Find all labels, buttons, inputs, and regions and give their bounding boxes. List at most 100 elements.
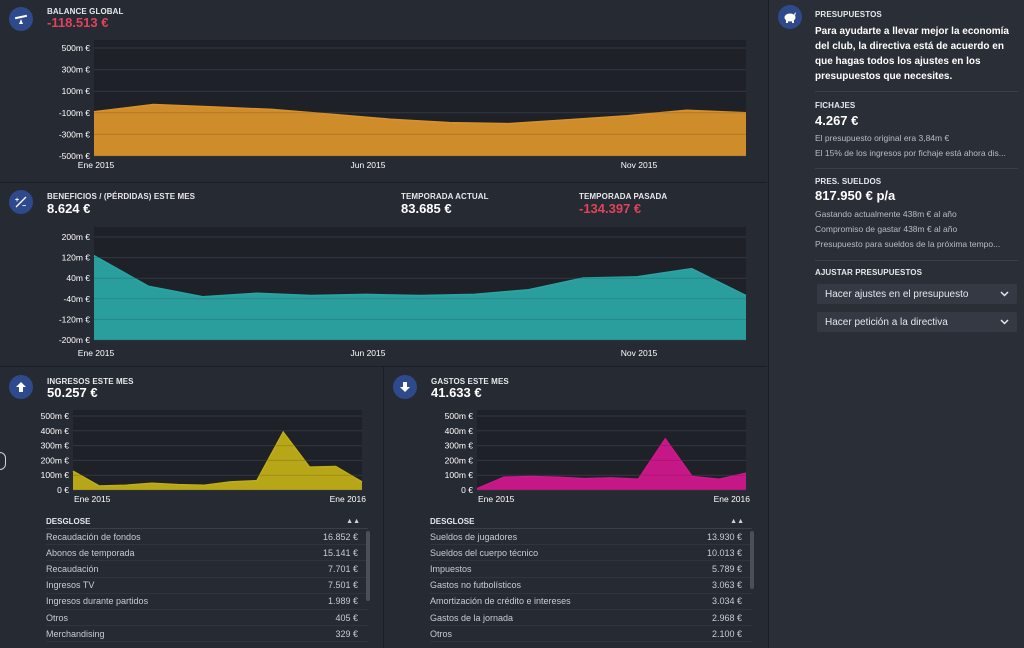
breakdown-row[interactable]: Gastos no futbolísticos 3.063 € [430, 578, 752, 594]
breakdown-row-label: Merchandising [46, 628, 105, 639]
income-breakdown-header: DESGLOSE [46, 517, 91, 526]
profits-chart: 200m € 120m € 40m € -40m € -120m € -200m € Ene… [59, 227, 747, 358]
breakdown-row[interactable]: Ingresos durante partidos 1.989 € [46, 594, 368, 610]
y-tick-label: -100m € [59, 108, 90, 118]
breakdown-row-value: 10.013 € [706, 547, 742, 558]
income-scrollbar[interactable] [366, 531, 370, 601]
x-tick-label: Jun 2015 [351, 160, 386, 170]
breakdown-row[interactable]: Gastos de la jornada 2.968 € [430, 610, 752, 627]
x-tick-label: Ene 2016 [330, 494, 367, 504]
breakdown-row[interactable]: Recaudación 7.701 € [46, 561, 368, 578]
breakdown-row-value: 16.852 € [322, 531, 358, 542]
season-label: TEMPORADA ACTUAL [401, 192, 489, 201]
breakdown-row-value: 329 € [335, 628, 358, 639]
sort-icon[interactable]: ▲▲ [730, 518, 744, 525]
budgets-sidebar: PRESUPUESTOS Para ayudarte a llevar mejo… [768, 0, 1024, 648]
y-tick-label: -500m € [59, 151, 90, 161]
breakdown-row-value: 13.930 € [706, 531, 742, 542]
y-tick-label: 500m € [445, 411, 474, 421]
chevron-down-icon [1000, 319, 1009, 325]
y-tick-label: 40m € [66, 273, 90, 283]
breakdown-row-value: 3.063 € [711, 580, 742, 591]
profits-title: BENEFICIOS / (PÉRDIDAS) ESTE MES [47, 192, 196, 201]
breakdown-row-label: Ingresos durante partidos [46, 596, 149, 607]
breakdown-row[interactable]: Otros 2.100 € [430, 626, 752, 643]
breakdown-row[interactable]: Recaudación de fondos 16.852 € [46, 529, 368, 546]
breakdown-row-label: Ingresos TV [46, 580, 95, 591]
series-line [93, 255, 747, 298]
y-tick-label: 400m € [41, 426, 70, 436]
transfers-label: FICHAJES [815, 101, 856, 110]
breakdown-row[interactable]: Ingresos TV 7.501 € [46, 578, 368, 594]
y-tick-label: 200m € [41, 455, 70, 465]
y-tick-label: 100m € [41, 470, 70, 480]
last-season-value: -134.397 € [579, 201, 642, 216]
breakdown-row-label: Sueldos de jugadores [430, 531, 518, 542]
breakdown-row-value: 2.968 € [711, 612, 742, 623]
x-tick-label: Nov 2015 [621, 348, 658, 358]
wages-value: 817.950 € p/a [815, 188, 896, 203]
y-tick-label: 500m € [41, 411, 70, 421]
breakdown-row[interactable]: Merchandising 329 € [46, 626, 368, 643]
income-value: 50.257 € [47, 385, 98, 400]
collapse-handle[interactable] [0, 452, 6, 470]
breakdown-row-label: Recaudación de fondos [46, 531, 141, 542]
svg-text:+: + [15, 197, 19, 204]
board-request-dropdown[interactable]: Hacer petición a la directiva [817, 312, 1017, 332]
y-tick-label: 500m € [62, 43, 91, 53]
season-value: 83.685 € [401, 201, 452, 216]
breakdown-row-label: Otros [430, 628, 453, 639]
wages-note-next-season: Presupuesto para sueldos de la próxima t… [815, 239, 1001, 249]
profits-value: 8.624 € [47, 201, 91, 216]
expenses-chart: 500m € 400m € 300m € 200m € 100m € 0 € Ene 201… [445, 410, 751, 504]
wages-note-commitment: Compromiso de gastar 438m € al año [815, 224, 958, 234]
x-tick-label: Ene 2015 [78, 348, 115, 358]
y-tick-label: 200m € [62, 232, 91, 242]
sort-icon[interactable]: ▲▲ [346, 518, 360, 525]
breakdown-row-value: 405 € [335, 612, 358, 623]
expenses-scrollbar[interactable] [750, 531, 754, 589]
series-line [72, 430, 363, 487]
breakdown-row[interactable]: Abonos de temporada 15.141 € [46, 545, 368, 562]
y-tick-label: -200m € [59, 335, 90, 345]
breakdown-row[interactable]: Impuestos 5.789 € [430, 561, 752, 578]
seesaw-icon [9, 7, 33, 31]
breakdown-row-label: Gastos no futbolísticos [430, 580, 522, 591]
x-tick-label: Ene 2015 [78, 160, 115, 170]
y-tick-label: 300m € [62, 65, 91, 75]
expenses-value: 41.633 € [431, 385, 482, 400]
piggy-bank-icon [778, 5, 802, 29]
breakdown-row-value: 1.989 € [327, 596, 358, 607]
adjust-budget-dropdown[interactable]: Hacer ajustes en el presupuesto [817, 284, 1017, 304]
svg-text:−: − [22, 203, 26, 209]
y-tick-label: 300m € [41, 441, 70, 451]
breakdown-row[interactable]: Otros 405 € [46, 610, 368, 627]
breakdown-row[interactable]: Amortización de crédito e intereses 3.034… [430, 594, 752, 610]
wages-note-spending: Gastando actualmente 438m € al año [815, 209, 957, 219]
breakdown-row-value: 7.501 € [327, 580, 358, 591]
income-chart: 500m € 400m € 300m € 200m € 100m € 0 € Ene 201… [41, 410, 367, 504]
breakdown-row[interactable]: Sueldos de jugadores 13.930 € [430, 529, 752, 546]
arrow-up-icon [9, 375, 33, 399]
y-tick-label: -120m € [59, 314, 90, 324]
y-tick-label: 100m € [62, 86, 91, 96]
breakdown-row-label: Impuestos [430, 563, 472, 574]
area-series [94, 255, 746, 340]
y-tick-label: -40m € [64, 294, 91, 304]
breakdown-row-label: Otros [46, 612, 69, 623]
x-tick-label: Ene 2016 [714, 494, 751, 504]
board-request-dropdown-label: Hacer petición a la directiva [825, 316, 948, 328]
breakdown-row-value: 3.034 € [711, 596, 742, 607]
balance-chart: 500m € 300m € 100m € -100m € -300m € -500m €E… [59, 40, 747, 170]
breakdown-row-label: Recaudación [46, 563, 99, 574]
breakdown-row-value: 2.100 € [711, 628, 742, 639]
budgets-title: PRESUPUESTOS [815, 10, 882, 19]
fraction-icon: + − [9, 190, 33, 214]
arrow-down-icon [393, 375, 417, 399]
breakdown-row[interactable]: Sueldos del cuerpo técnico 10.013 € [430, 545, 752, 562]
breakdown-row-label: Gastos de la jornada [430, 612, 514, 623]
expenses-breakdown: DESGLOSE ▲▲ Sueldos de jugadores 13.930 €… [430, 515, 754, 643]
breakdown-row-label: Amortización de crédito e intereses [430, 596, 571, 607]
breakdown-row-value: 15.141 € [322, 547, 358, 558]
y-tick-label: 100m € [445, 470, 474, 480]
